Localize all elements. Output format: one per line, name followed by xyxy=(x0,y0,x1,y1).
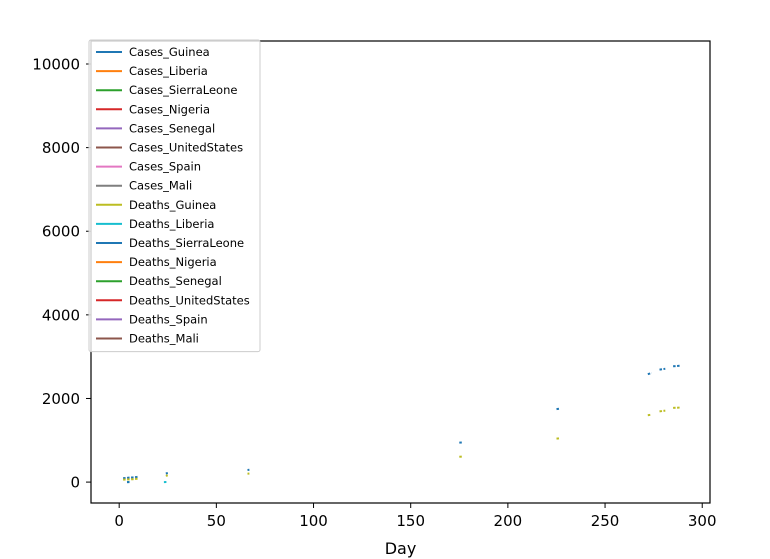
series-line-deaths-guinea xyxy=(647,413,652,417)
legend-label-cases-spain: Cases_Spain xyxy=(129,160,201,174)
legend-label-deaths-senegal: Deaths_Senegal xyxy=(129,274,222,288)
legend-label-deaths-nigeria: Deaths_Nigeria xyxy=(129,255,217,269)
legend: Cases_Guinea Cases_Liberia Cases_SierraLeo… xyxy=(88,39,261,353)
legend-label-deaths-spain: Deaths_Spain xyxy=(129,312,208,326)
series-line-cases-guinea xyxy=(659,367,666,371)
series-line-cases-guinea xyxy=(122,475,139,480)
series-line-cases-guinea xyxy=(556,407,561,411)
x-tick-label: 0 xyxy=(114,512,124,530)
series-line-cases-guinea xyxy=(647,372,652,376)
y-tick-label: 0 xyxy=(70,474,80,492)
legend-label-deaths-mali: Deaths_Mali xyxy=(129,332,199,346)
legend-label-cases-guinea: Cases_Guinea xyxy=(129,45,210,59)
legend-label-cases-liberia: Cases_Liberia xyxy=(129,64,208,78)
axes: 0 50 100 150 200 250 300 0 2000 4000 6000 8000 10000 xyxy=(32,40,717,530)
series-line-cases-guinea xyxy=(165,472,169,475)
legend-label-deaths-liberia: Deaths_Liberia xyxy=(129,217,214,231)
y-tick-label: 8000 xyxy=(42,139,80,157)
legend-label-cases-unitedstates: Cases_UnitedStates xyxy=(129,141,243,155)
legend-label-deaths-guinea: Deaths_Guinea xyxy=(129,198,216,212)
legend-label-deaths-sierraleone: Deaths_SierraLeone xyxy=(129,236,244,250)
series-line-cases-guinea xyxy=(673,364,681,368)
x-tick-label: 250 xyxy=(591,512,620,530)
series-line-deaths-guinea xyxy=(659,409,666,413)
legend-label-cases-mali: Cases_Mali xyxy=(129,179,192,193)
x-tick-label: 100 xyxy=(299,512,328,530)
series-group xyxy=(122,364,681,484)
legend-label-cases-nigeria: Cases_Nigeria xyxy=(129,102,210,116)
x-tick-label: 150 xyxy=(396,512,425,530)
x-tick-label: 200 xyxy=(494,512,523,530)
series-line-deaths-guinea xyxy=(123,477,139,481)
y-tick-label: 4000 xyxy=(42,306,80,324)
legend-label-cases-sierraleone: Cases_SierraLeone xyxy=(129,83,237,97)
y-tick-label: 2000 xyxy=(42,390,80,408)
x-tick-label: 50 xyxy=(207,512,226,530)
x-tick-label: 300 xyxy=(688,512,717,530)
legend-label-cases-senegal: Cases_Senegal xyxy=(129,121,215,135)
legend-box xyxy=(88,39,261,353)
plot-area xyxy=(122,364,681,484)
x-axis-label: Day xyxy=(385,539,417,558)
y-tick-label: 6000 xyxy=(42,223,80,241)
legend-label-deaths-unitedstates: Deaths_UnitedStates xyxy=(129,293,250,307)
y-tick-label: 10000 xyxy=(32,55,80,73)
